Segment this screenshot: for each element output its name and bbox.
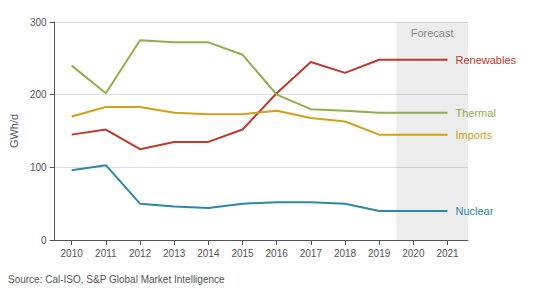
svg-text:Imports: Imports — [456, 129, 493, 141]
svg-text:Source: Cal-ISO, S&P Global Ma: Source: Cal-ISO, S&P Global Market Intel… — [8, 274, 225, 285]
svg-text:GWh/d: GWh/d — [8, 114, 20, 148]
svg-text:2011: 2011 — [95, 248, 117, 259]
svg-text:2021: 2021 — [436, 248, 459, 259]
svg-text:2010: 2010 — [61, 248, 84, 259]
svg-text:100: 100 — [30, 162, 47, 173]
svg-text:Nuclear: Nuclear — [456, 205, 494, 217]
svg-text:2017: 2017 — [300, 248, 323, 259]
svg-text:2018: 2018 — [334, 248, 357, 259]
svg-text:Forecast: Forecast — [411, 27, 454, 39]
svg-text:Thermal: Thermal — [456, 107, 496, 119]
svg-text:2016: 2016 — [266, 248, 289, 259]
svg-text:2012: 2012 — [129, 248, 152, 259]
svg-text:0: 0 — [41, 235, 47, 246]
svg-text:2019: 2019 — [368, 248, 391, 259]
svg-text:2020: 2020 — [402, 248, 425, 259]
svg-text:300: 300 — [30, 17, 47, 28]
svg-text:Renewables: Renewables — [456, 54, 517, 66]
svg-text:2014: 2014 — [197, 248, 220, 259]
svg-text:200: 200 — [30, 89, 47, 100]
svg-text:2015: 2015 — [231, 248, 254, 259]
svg-text:2013: 2013 — [163, 248, 186, 259]
